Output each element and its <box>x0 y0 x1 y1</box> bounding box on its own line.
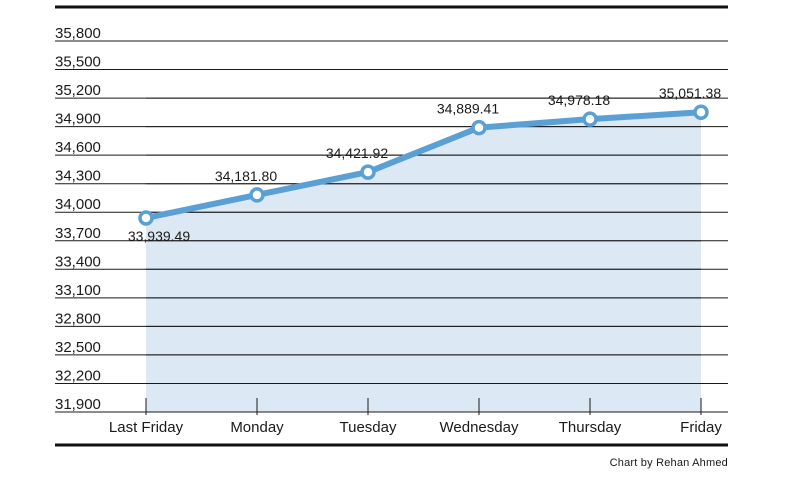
y-tick-label: 32,500 <box>55 339 101 356</box>
x-axis-ticks: Last Friday Monday Tuesday Wednesday Thursda… <box>55 398 728 436</box>
y-tick-label: 35,200 <box>55 82 101 99</box>
data-point <box>582 111 598 127</box>
x-tick-label: Wednesday <box>440 419 519 436</box>
x-tick-label: Friday <box>680 419 722 436</box>
y-tick-label: 33,100 <box>55 282 101 299</box>
y-tick-label: 34,900 <box>55 111 101 128</box>
data-markers <box>138 104 709 226</box>
y-tick-label: 32,800 <box>55 310 101 327</box>
x-tick-label: Last Friday <box>109 419 184 436</box>
x-tick-label: Thursday <box>559 419 622 436</box>
data-point <box>249 187 265 203</box>
data-labels: 33,939.49 34,181.80 34,421.92 34,889.41 34,9… <box>128 85 721 244</box>
area-fill <box>146 112 701 412</box>
data-label: 33,939.49 <box>128 228 190 244</box>
data-point <box>360 164 376 180</box>
series-line <box>143 109 704 221</box>
data-label: 34,978.18 <box>548 92 610 108</box>
grid-lines <box>55 40 728 413</box>
y-axis-tick-labels: 31,900 32,200 32,500 32,800 33,100 33,400 33,7… <box>55 25 101 413</box>
y-tick-label: 34,600 <box>55 139 101 156</box>
y-tick-label: 35,500 <box>55 54 101 71</box>
data-point <box>471 119 487 136</box>
data-point <box>138 210 154 226</box>
data-label: 34,889.41 <box>437 101 499 117</box>
y-tick-label: 32,200 <box>55 367 101 384</box>
data-point <box>693 104 709 120</box>
x-tick-label: Monday <box>230 419 284 436</box>
y-tick-label: 31,900 <box>55 396 101 413</box>
data-label: 34,421.92 <box>326 145 388 161</box>
y-tick-label: 34,300 <box>55 168 101 185</box>
x-tick-label: Tuesday <box>340 419 397 436</box>
data-label: 34,181.80 <box>215 168 277 184</box>
y-tick-label: 33,400 <box>55 253 101 270</box>
chart-credit: Chart by Rehan Ahmed <box>609 457 728 469</box>
y-tick-label: 34,000 <box>55 196 101 213</box>
y-tick-label: 35,800 <box>55 25 101 42</box>
y-tick-label: 33,700 <box>55 225 101 242</box>
data-label: 35,051.38 <box>659 85 721 101</box>
